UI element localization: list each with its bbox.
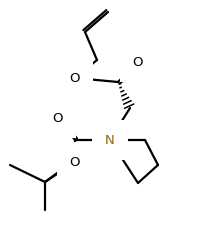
- Text: O: O: [69, 72, 80, 85]
- Text: O: O: [69, 156, 80, 168]
- Text: N: N: [105, 134, 114, 146]
- Text: O: O: [132, 56, 143, 68]
- Text: O: O: [53, 112, 63, 124]
